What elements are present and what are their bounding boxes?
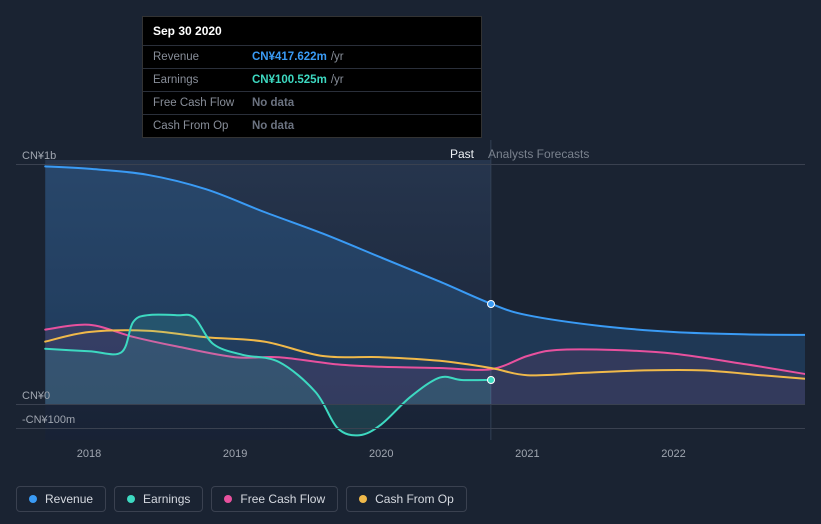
tooltip-row-cfo: Cash From Op No data	[143, 115, 481, 137]
legend-label: Free Cash Flow	[240, 492, 325, 506]
legend-item-cfo[interactable]: Cash From Op	[346, 486, 467, 512]
hover-tooltip: Sep 30 2020 Revenue CN¥417.622m /yr Earn…	[142, 16, 482, 138]
x-tick-label: 2021	[515, 448, 539, 460]
gridline	[16, 428, 805, 429]
x-tick-label: 2019	[223, 448, 247, 460]
legend-label: Earnings	[143, 492, 190, 506]
legend-dot-icon	[127, 495, 135, 503]
tooltip-suffix: /yr	[331, 74, 344, 86]
chart-svg	[16, 140, 805, 440]
legend-item-revenue[interactable]: Revenue	[16, 486, 106, 512]
financial-chart: Sep 30 2020 Revenue CN¥417.622m /yr Earn…	[0, 0, 821, 524]
tooltip-value: No data	[252, 97, 294, 109]
tooltip-row-fcf: Free Cash Flow No data	[143, 92, 481, 115]
y-tick-label: -CN¥100m	[22, 414, 75, 426]
y-tick-label: CN¥1b	[22, 150, 56, 162]
tooltip-value: CN¥417.622m	[252, 51, 327, 63]
legend-item-fcf[interactable]: Free Cash Flow	[211, 486, 338, 512]
tooltip-suffix: /yr	[331, 51, 344, 63]
legend-item-earnings[interactable]: Earnings	[114, 486, 203, 512]
y-tick-label: CN¥0	[22, 390, 50, 402]
past-label: Past	[450, 147, 474, 161]
forecasts-label: Analysts Forecasts	[488, 147, 589, 161]
x-axis: 2018 2019 2020 2021 2022	[16, 448, 805, 468]
tooltip-row-earnings: Earnings CN¥100.525m /yr	[143, 69, 481, 92]
chart-legend: Revenue Earnings Free Cash Flow Cash Fro…	[16, 486, 467, 512]
legend-label: Cash From Op	[375, 492, 454, 506]
x-tick-label: 2018	[77, 448, 101, 460]
hover-marker-earnings	[487, 376, 495, 384]
gridline	[16, 404, 805, 405]
gridline	[16, 164, 805, 165]
tooltip-value: CN¥100.525m	[252, 74, 327, 86]
x-tick-label: 2022	[661, 448, 685, 460]
legend-label: Revenue	[45, 492, 93, 506]
x-tick-label: 2020	[369, 448, 393, 460]
plot-area[interactable]	[16, 140, 805, 440]
legend-dot-icon	[359, 495, 367, 503]
hover-marker-revenue	[487, 300, 495, 308]
legend-dot-icon	[224, 495, 232, 503]
tooltip-value: No data	[252, 120, 294, 132]
tooltip-date: Sep 30 2020	[143, 17, 481, 46]
tooltip-label: Revenue	[153, 51, 252, 63]
tooltip-row-revenue: Revenue CN¥417.622m /yr	[143, 46, 481, 69]
legend-dot-icon	[29, 495, 37, 503]
tooltip-label: Free Cash Flow	[153, 97, 252, 109]
tooltip-label: Earnings	[153, 74, 252, 86]
tooltip-label: Cash From Op	[153, 120, 252, 132]
